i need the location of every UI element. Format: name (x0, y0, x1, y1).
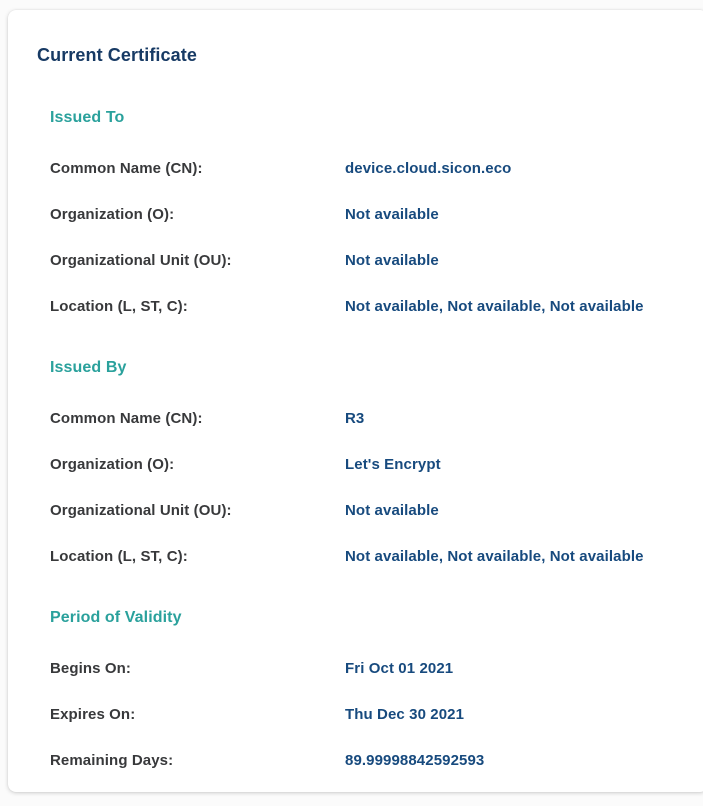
certificate-field-row: Common Name (CN): device.cloud.sicon.eco (50, 161, 688, 177)
field-value: Not available (345, 502, 439, 519)
certificate-field-row: Organization (O): Let's Encrypt (50, 457, 688, 473)
field-label: Organizational Unit (OU): (50, 252, 232, 269)
certificate-field-row: Location (L, ST, C): Not available, Not a… (50, 299, 688, 315)
field-label: Expires On: (50, 706, 136, 723)
certificate-section: Issued To Common Name (CN): device.cloud.s… (37, 110, 688, 315)
field-label: Organizational Unit (OU): (50, 502, 232, 519)
certificate-field-row: Organizational Unit (OU): Not available (50, 253, 688, 269)
certificate-sections: Issued To Common Name (CN): device.cloud.s… (37, 110, 688, 769)
field-label: Location (L, ST, C): (50, 298, 188, 315)
field-value: device.cloud.sicon.eco (345, 160, 512, 177)
field-label: Location (L, ST, C): (50, 548, 188, 565)
certificate-field-row: Remaining Days: 89.99998842592593 (50, 753, 688, 769)
section-heading: Issued By (50, 359, 127, 376)
field-value: Not available, Not available, Not availa… (345, 548, 644, 565)
field-label: Begins On: (50, 660, 132, 677)
field-label: Organization (O): (50, 456, 175, 473)
field-value: Not available, Not available, Not availa… (345, 298, 644, 315)
field-value: Fri Oct 01 2021 (345, 660, 454, 677)
certificate-field-row: Expires On: Thu Dec 30 2021 (50, 707, 688, 723)
certificate-section: Issued By Common Name (CN): R3 Organization… (37, 360, 688, 565)
card-title: Current Certificate (37, 45, 197, 65)
field-value: Thu Dec 30 2021 (345, 706, 465, 723)
certificate-field-row: Organization (O): Not available (50, 207, 688, 223)
field-label: Common Name (CN): (50, 410, 203, 427)
certificate-field-row: Begins On: Fri Oct 01 2021 (50, 661, 688, 677)
certificate-field-row: Location (L, ST, C): Not available, Not a… (50, 549, 688, 565)
field-value: Not available (345, 206, 439, 223)
certificate-section: Period of Validity Begins On: Fri Oct 01 2… (37, 610, 688, 769)
section-heading: Period of Validity (50, 609, 182, 626)
field-value: R3 (345, 410, 365, 427)
field-value: Not available (345, 252, 439, 269)
field-label: Organization (O): (50, 206, 175, 223)
section-heading: Issued To (50, 109, 125, 126)
current-certificate-card: Current Certificate Issued To Common Name… (8, 10, 703, 792)
field-label: Common Name (CN): (50, 160, 203, 177)
field-value: Let's Encrypt (345, 456, 441, 473)
field-label: Remaining Days: (50, 752, 174, 769)
certificate-field-row: Organizational Unit (OU): Not available (50, 503, 688, 519)
certificate-field-row: Common Name (CN): R3 (50, 411, 688, 427)
field-value: 89.99998842592593 (345, 752, 485, 769)
